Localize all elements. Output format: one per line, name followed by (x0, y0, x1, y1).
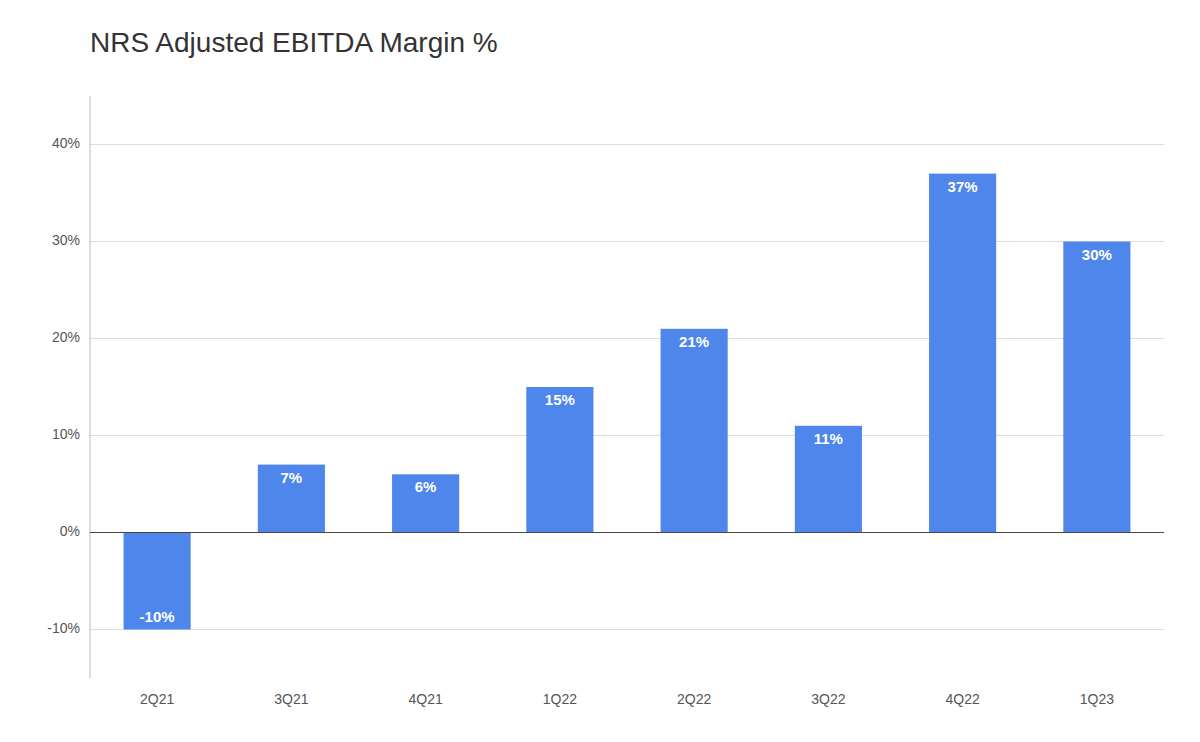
x-tick-label: 1Q22 (543, 691, 577, 707)
grid (90, 145, 1164, 630)
x-tick-label: 1Q23 (1080, 691, 1114, 707)
data-label: 6% (415, 478, 437, 495)
x-tick-label: 4Q22 (946, 691, 980, 707)
zero-line (90, 532, 1164, 533)
bar (929, 174, 996, 533)
chart-container: NRS Adjusted EBITDA Margin % -10% 0% 10% 20%… (0, 0, 1200, 742)
data-label: 7% (281, 469, 303, 486)
data-label: -10% (140, 608, 175, 625)
x-axis-labels: 2Q21 3Q21 4Q21 1Q22 2Q22 3Q22 4Q22 1Q23 (140, 691, 1114, 707)
data-label: 11% (814, 430, 843, 447)
data-label: 15% (545, 391, 575, 408)
y-tick-label: 20% (52, 329, 80, 345)
x-tick-label: 3Q21 (274, 691, 308, 707)
y-tick-label: 40% (52, 135, 80, 151)
x-tick-label: 3Q22 (811, 691, 845, 707)
y-axis-labels: -10% 0% 10% 20% 30% 40% (47, 135, 80, 636)
y-tick-label: 10% (52, 426, 80, 442)
x-tick-label: 2Q21 (140, 691, 174, 707)
grid-line (90, 241, 1164, 242)
y-axis-line (90, 96, 91, 678)
grid-line (90, 338, 1164, 339)
x-tick-label: 4Q21 (409, 691, 443, 707)
title: NRS Adjusted EBITDA Margin % (90, 27, 498, 58)
data-label: 30% (1082, 246, 1112, 263)
data-label: 37% (948, 178, 978, 195)
grid-line (90, 144, 1164, 145)
y-tick-label: 30% (52, 232, 80, 248)
data-labels: -10% 7% 6% 15% 21% 11% 37% 30% (140, 178, 1112, 625)
bar (526, 387, 593, 533)
grid-line (90, 435, 1164, 436)
bar (661, 329, 728, 533)
x-tick-label: 2Q22 (677, 691, 711, 707)
bar (1063, 242, 1130, 533)
data-label: 21% (679, 333, 709, 350)
y-tick-label: 0% (60, 523, 80, 539)
chart-svg: NRS Adjusted EBITDA Margin % -10% 0% 10% 20%… (0, 0, 1200, 742)
bar (258, 465, 325, 533)
bar (124, 533, 191, 630)
bar (392, 474, 459, 532)
y-tick-label: -10% (47, 620, 80, 636)
grid-line (90, 629, 1164, 630)
bars (124, 174, 1131, 630)
bar (795, 426, 862, 533)
baseline (90, 532, 1164, 533)
